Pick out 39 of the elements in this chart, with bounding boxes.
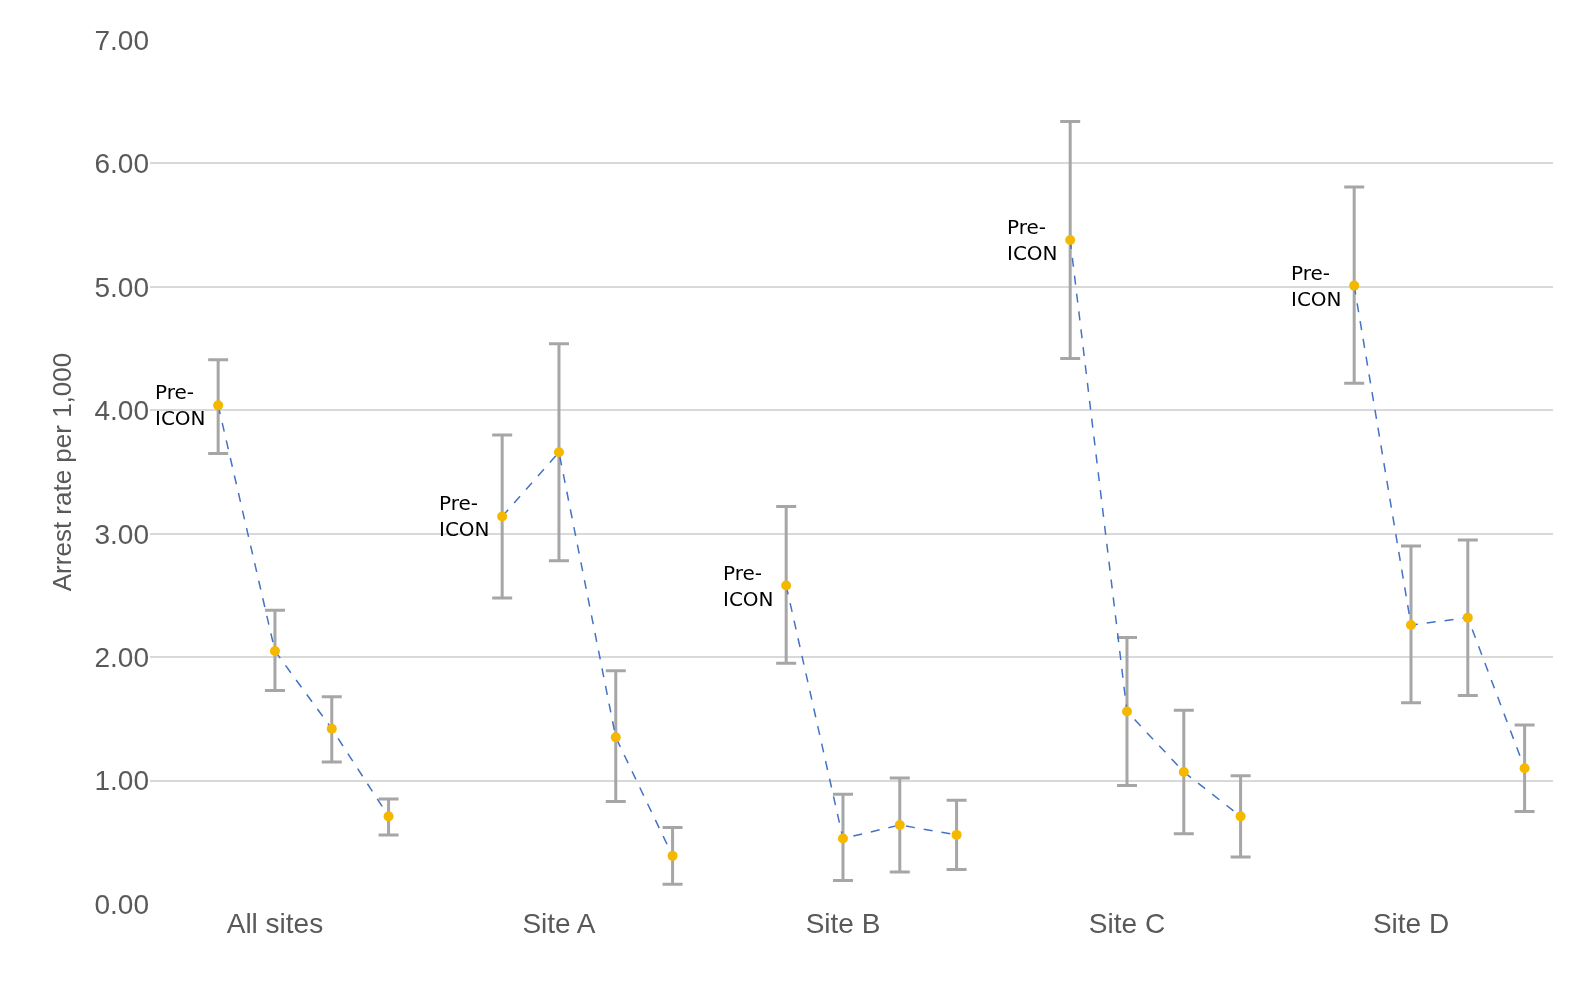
point [383, 811, 394, 822]
y-tick-label: 4.00 [94, 395, 149, 427]
point [894, 820, 905, 831]
point [1121, 706, 1132, 717]
point [269, 645, 280, 656]
y-tick-label: 0.00 [94, 888, 149, 920]
point [213, 400, 224, 411]
point [1065, 234, 1076, 245]
point [667, 850, 678, 861]
y-tick-label: 6.00 [94, 148, 149, 180]
x-tick-label: All sites [226, 908, 324, 939]
point [1462, 612, 1473, 623]
point [610, 732, 621, 743]
y-tick-label: 3.00 [94, 518, 149, 550]
point [1349, 280, 1360, 291]
point [1519, 763, 1530, 774]
point [497, 511, 508, 522]
point [781, 580, 792, 591]
data-label: Pre- ICON [1291, 261, 1342, 311]
data-label: Pre- ICON [723, 561, 774, 611]
point [837, 833, 848, 844]
y-axis-title: Arrest rate per 1,000 [46, 352, 77, 592]
x-tick-label: Site C [1088, 908, 1166, 939]
data-label: Pre- ICON [155, 380, 206, 430]
y-tick-label: 2.00 [94, 641, 149, 673]
data-label: Pre- ICON [439, 491, 490, 541]
y-tick-label: 7.00 [94, 24, 149, 56]
y-tick-label: 5.00 [94, 271, 149, 303]
data-label: Pre- ICON [1007, 215, 1058, 265]
point [553, 447, 564, 458]
point [1235, 811, 1246, 822]
x-tick-label: Site A [522, 908, 596, 939]
point [1406, 620, 1416, 631]
x-tick-label: Site D [1372, 908, 1450, 939]
point [1178, 766, 1189, 777]
y-tick-label: 1.00 [94, 765, 149, 797]
point [326, 723, 337, 734]
x-tick-label: Site B [805, 908, 881, 939]
point [951, 829, 962, 840]
